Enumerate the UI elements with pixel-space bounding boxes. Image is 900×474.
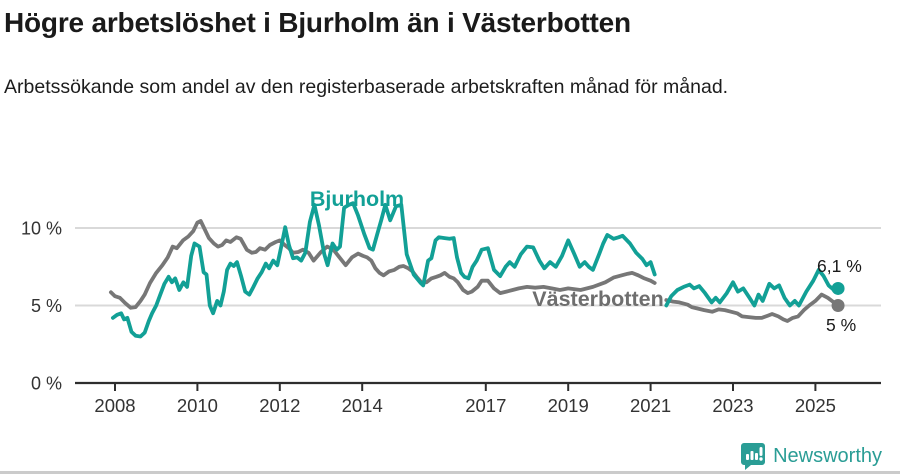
x-tick-label: 2014: [342, 395, 383, 416]
chart-subtitle: Arbetssökande som andel av den registerb…: [4, 76, 729, 98]
series-line-bjurholm-0: [111, 201, 657, 339]
newsworthy-logo-text: Newsworthy: [773, 444, 882, 467]
newsworthy-logo: Newsworthy: [740, 442, 882, 470]
x-tick-label: 2017: [465, 395, 506, 416]
end-label-vasterbotten: 5 %: [826, 315, 856, 335]
y-tick-label: 10 %: [21, 219, 62, 239]
series-label-bjurholm: Bjurholm: [310, 187, 404, 211]
y-tick-label: 0 %: [31, 374, 62, 394]
x-tick-label: 2010: [177, 395, 218, 416]
newsworthy-logo-icon: [741, 443, 766, 470]
y-tick-label: 5 %: [31, 296, 62, 316]
end-label-bjurholm: 6,1 %: [817, 256, 862, 276]
series-line-bjurholm-1: [664, 267, 840, 308]
x-tick-label: 2012: [259, 395, 300, 416]
end-dot-bjurholm: [831, 281, 845, 295]
x-tick-label: 2008: [94, 395, 135, 416]
series-line-västerbotten-1: [664, 292, 840, 323]
series-line-västerbotten-0: [109, 219, 657, 310]
end-dot-västerbotten: [831, 299, 845, 312]
series-label-vasterbotten: Västerbotten: [532, 287, 663, 311]
x-tick-label: 2021: [630, 395, 671, 416]
x-tick-label: 2019: [548, 395, 589, 416]
x-tick-label: 2025: [795, 395, 836, 416]
page-title: Högre arbetslöshet i Bjurholm än i Väste…: [4, 7, 631, 38]
x-tick-label: 2023: [712, 395, 753, 416]
